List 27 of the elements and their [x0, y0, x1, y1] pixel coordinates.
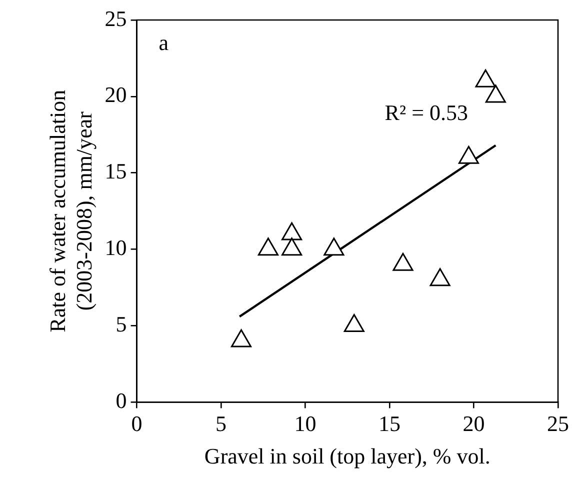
point [430, 268, 450, 286]
y-tick-label: 25 [104, 6, 127, 31]
point [230, 329, 252, 348]
point [282, 238, 302, 256]
annotation: a [158, 30, 169, 55]
point [324, 238, 344, 256]
point [344, 314, 364, 332]
point [258, 238, 278, 256]
x-tick-label: 10 [294, 411, 316, 436]
y-tick-label: 5 [116, 312, 127, 337]
x-tick-label: 25 [547, 411, 569, 436]
point [282, 222, 302, 240]
y-axis-title: Rate of water accumulation (2003-2008), mm/year [44, 90, 96, 332]
y-tick-label: 0 [116, 388, 127, 413]
y-tick-label: 15 [104, 158, 127, 184]
point [485, 84, 506, 103]
x-tick-label: 5 [216, 411, 227, 436]
x-tick-label: 15 [378, 411, 401, 436]
x-tick-label: 20 [462, 411, 485, 436]
point [475, 69, 496, 88]
point [458, 146, 479, 164]
x-tick-label: 0 [131, 411, 142, 436]
y-tick-label: 20 [104, 82, 127, 108]
y-tick-label: 10 [104, 235, 127, 260]
point [392, 252, 414, 271]
annotation: R² = 0.53 [384, 100, 468, 125]
x-axis-title: Gravel in soil (top layer), % vol. [204, 444, 490, 469]
